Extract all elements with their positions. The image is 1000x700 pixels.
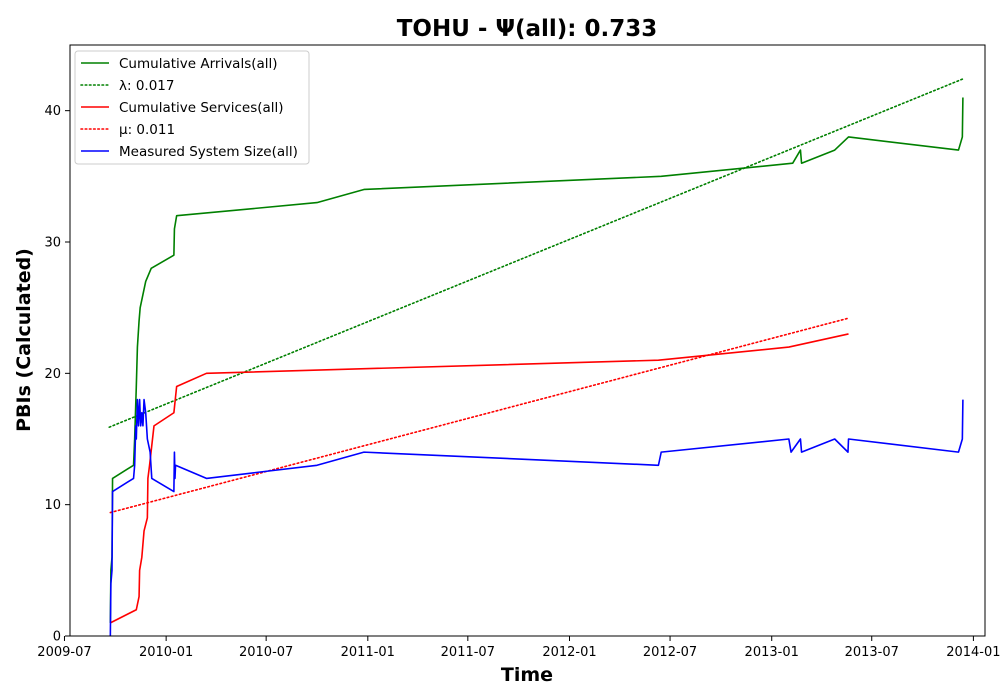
legend-label-3: Cumulative Services(all) — [119, 100, 284, 116]
series-line-5 — [109, 398, 964, 637]
y-tick-label: 40 — [44, 104, 61, 119]
x-tick-label: 2009-07 — [37, 645, 91, 660]
y-tick-label: 20 — [44, 367, 61, 382]
legend-box — [74, 50, 310, 165]
x-tick-label: 2013-01 — [745, 645, 799, 660]
legend-label-2: λ: 0.017 — [119, 78, 174, 94]
chart-title: TOHU - Ψ(all): 0.733 — [397, 16, 658, 42]
legend-label-4: μ: 0.011 — [119, 122, 175, 138]
x-tick-label: 2012-07 — [643, 645, 697, 660]
x-axis-label: Time — [501, 664, 553, 686]
series-line-3 — [109, 333, 849, 624]
y-axis-label: PBIs (Calculated) — [13, 248, 35, 432]
legend-label-5: Measured System Size(all) — [119, 144, 298, 160]
series-line-4 — [109, 317, 850, 514]
legend-label-1: Cumulative Arrivals(all) — [119, 56, 278, 72]
plot-frame — [69, 44, 986, 637]
x-tick-label: 2011-01 — [341, 645, 395, 660]
x-tick-label: 2010-07 — [239, 645, 293, 660]
x-tick-label: 2013-07 — [845, 645, 899, 660]
x-tick-label: 2014-01 — [946, 645, 1000, 660]
y-tick-label: 0 — [53, 630, 61, 645]
x-tick-label: 2012-01 — [542, 645, 596, 660]
y-tick-label: 10 — [44, 498, 61, 513]
series-line-1 — [109, 97, 964, 623]
legend: Cumulative Arrivals(all) λ: 0.017 Cumulati… — [74, 50, 310, 165]
series-line-2 — [108, 78, 964, 428]
x-tick-label: 2010-01 — [139, 645, 193, 660]
x-tick-label: 2011-07 — [441, 645, 495, 660]
y-tick-label: 30 — [44, 236, 61, 251]
